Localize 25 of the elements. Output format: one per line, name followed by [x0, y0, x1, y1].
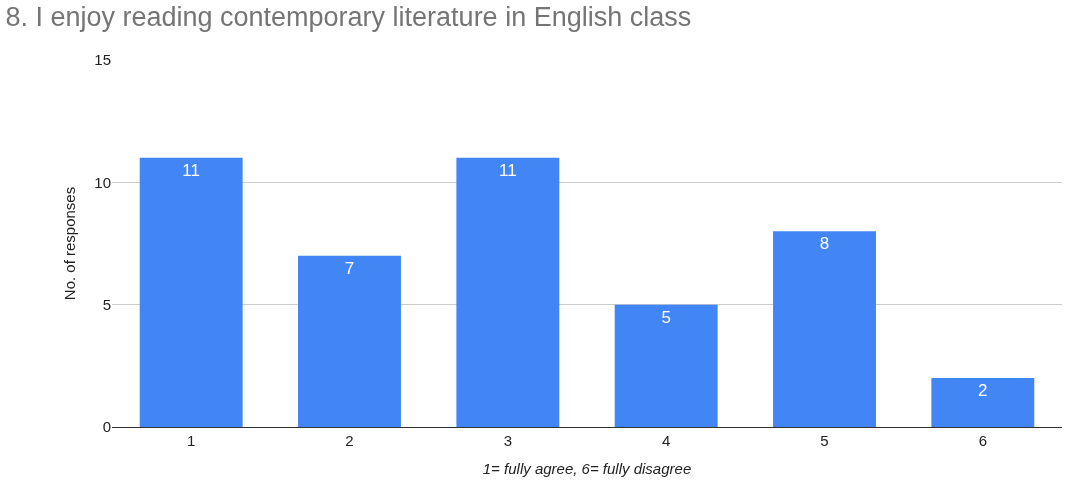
data-label: 11 — [499, 160, 517, 180]
data-label: 8 — [819, 234, 830, 254]
x-axis-title: 1= fully agree, 6= fully disagree — [482, 460, 692, 477]
data-label: 11 — [182, 160, 200, 180]
x-tick-label: 4 — [662, 432, 671, 449]
x-tick-label: 5 — [820, 432, 829, 449]
bar — [614, 304, 718, 427]
x-tick-label: 6 — [978, 432, 987, 449]
data-label: 5 — [661, 307, 671, 327]
y-tick-label: 10 — [94, 173, 111, 191]
bar — [931, 378, 1035, 427]
y-tick-label: 0 — [102, 418, 111, 436]
y-axis-title: No. of responses — [60, 186, 78, 301]
bar — [456, 157, 560, 427]
x-tick-label: 1 — [187, 432, 196, 449]
x-tick-label: 3 — [503, 432, 512, 449]
bar — [773, 231, 876, 427]
data-label: 7 — [344, 258, 355, 278]
x-tick-label: 2 — [345, 432, 354, 449]
y-tick-label: 15 — [94, 51, 111, 69]
y-tick-label: 5 — [102, 295, 111, 313]
data-label: 2 — [978, 381, 988, 401]
bar — [298, 255, 401, 427]
bar — [139, 157, 243, 427]
chart-title: 8. I enjoy reading contemporary literature in English class — [5, 2, 692, 33]
